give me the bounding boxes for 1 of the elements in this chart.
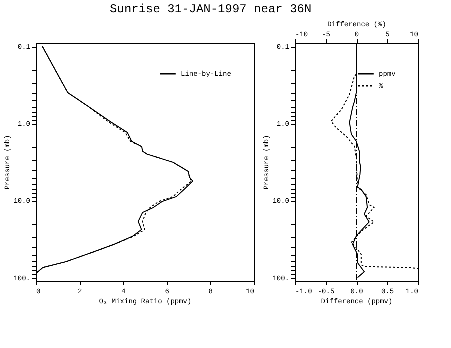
chart-title: Sunrise 31-JAN-1997 near 36N [110,2,312,16]
